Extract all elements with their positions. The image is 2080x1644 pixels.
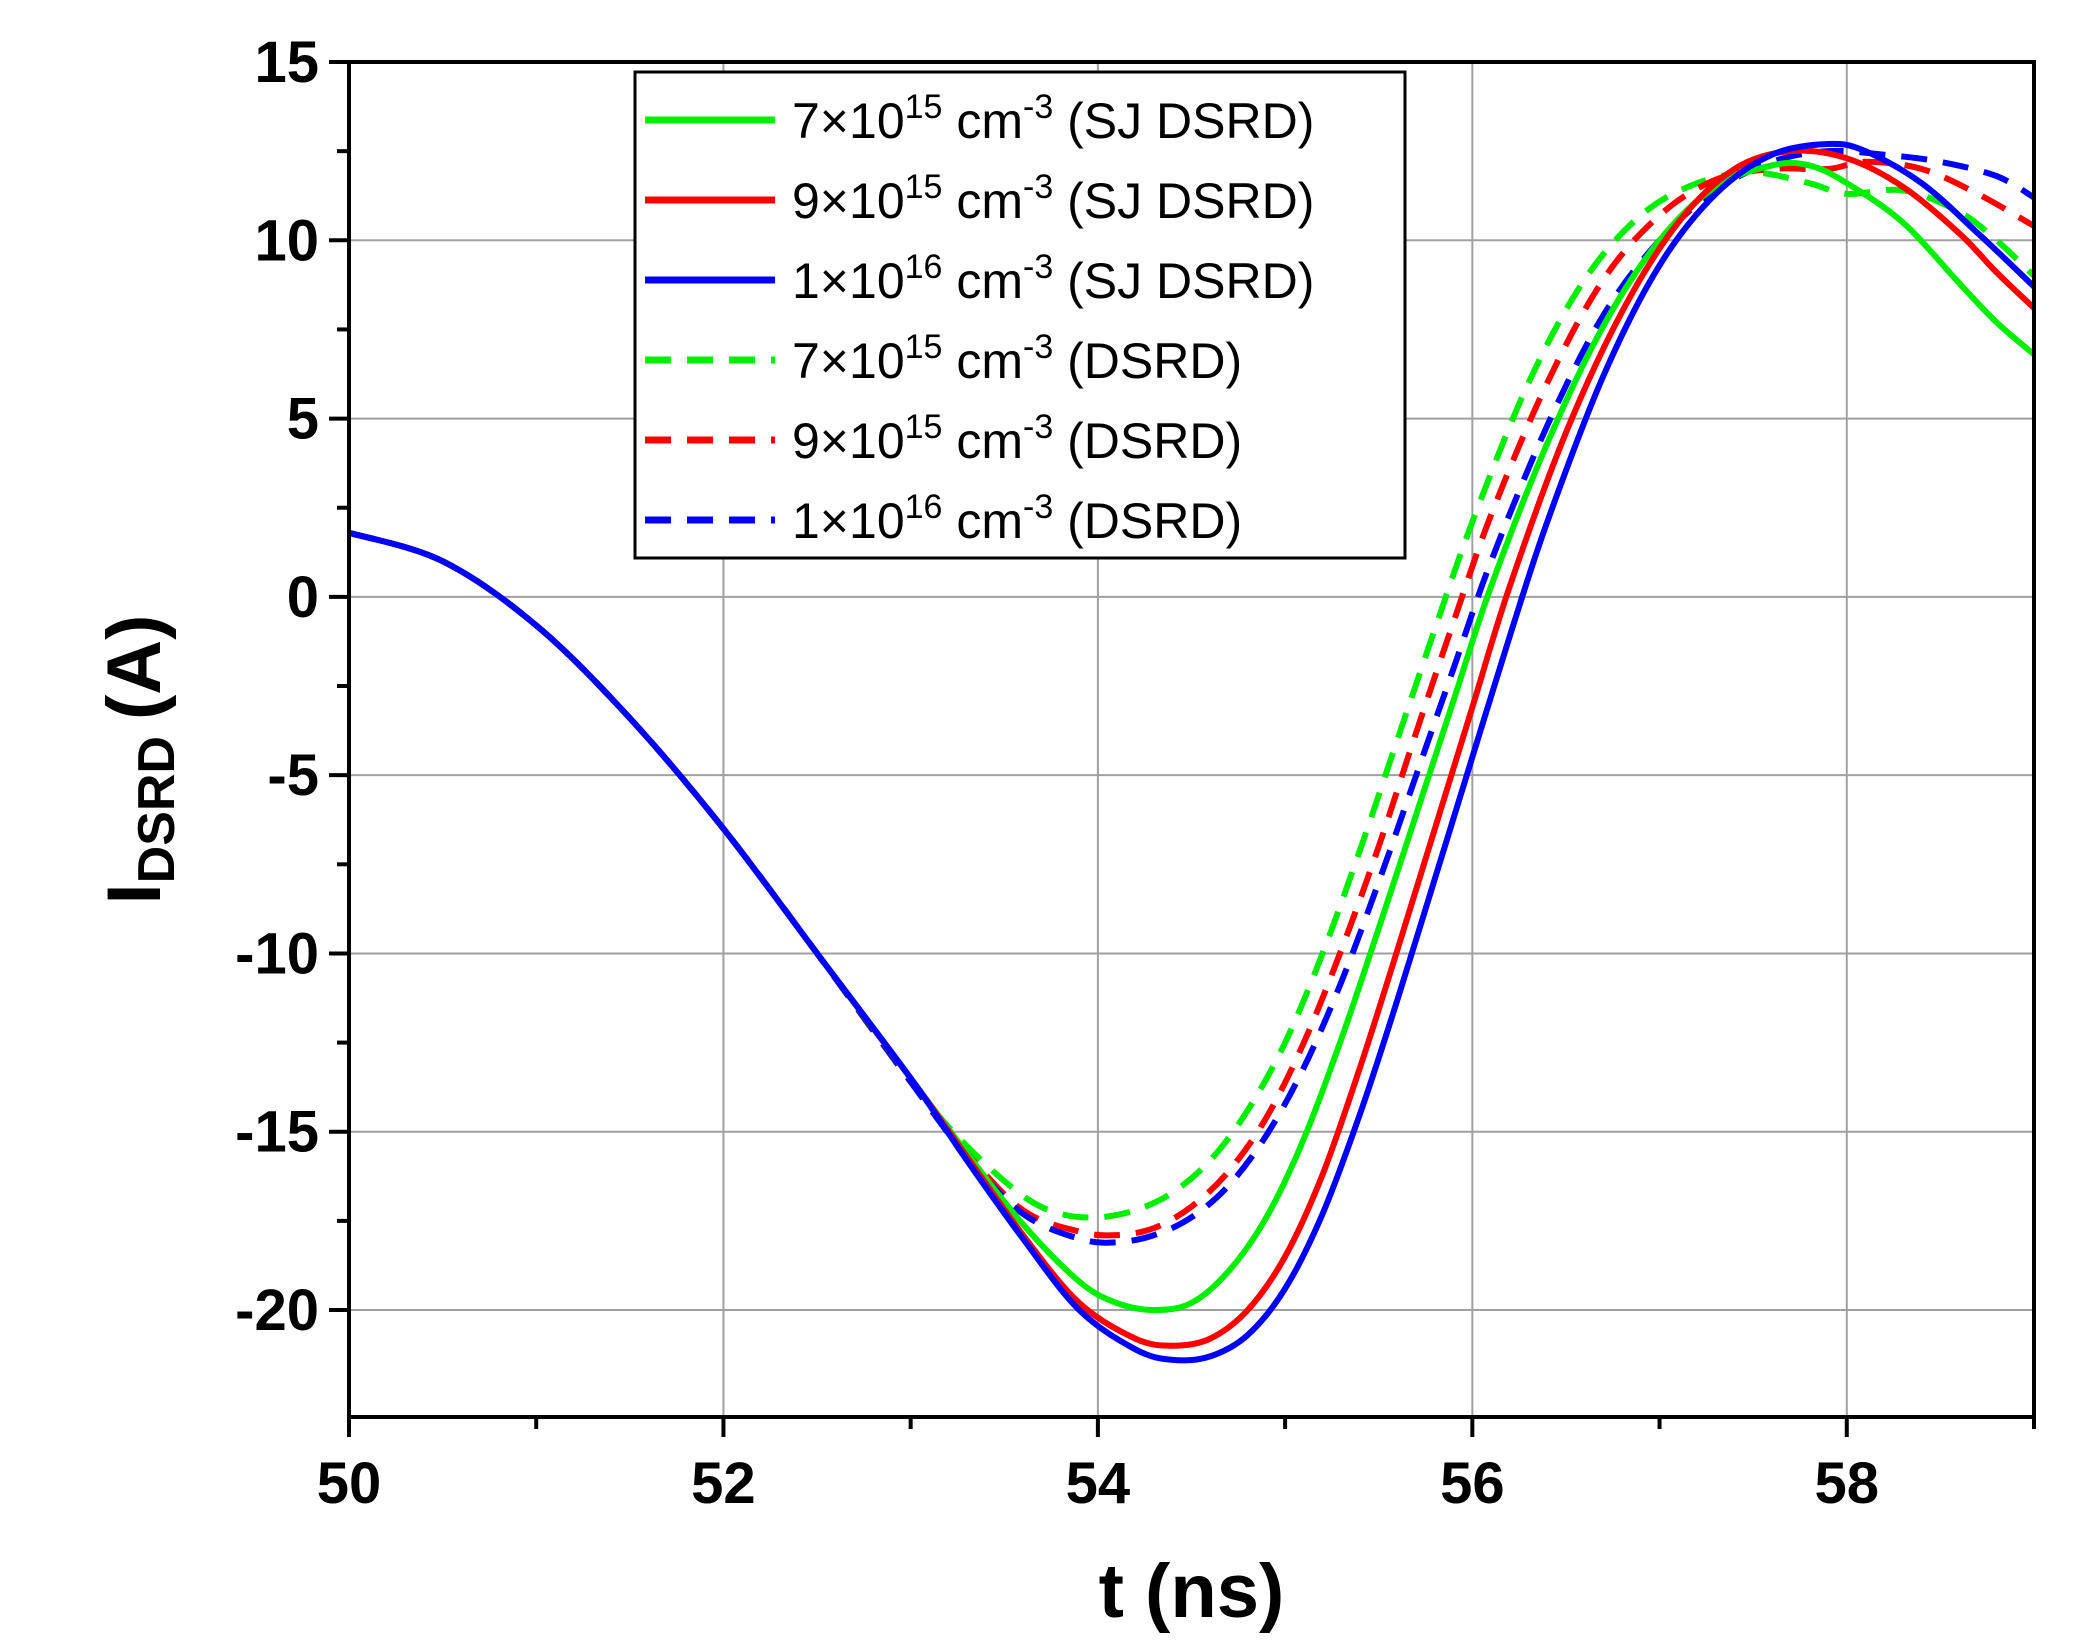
y-axis-title: IDSRD (A) bbox=[92, 615, 186, 905]
legend-label-2: 9×1015 cm-3 (SJ DSRD) bbox=[792, 168, 1314, 229]
x-tick-label: 54 bbox=[1066, 1451, 1131, 1516]
legend-label-3: 1×1016 cm-3 (SJ DSRD) bbox=[792, 248, 1314, 309]
y-tick-label: -15 bbox=[235, 1100, 319, 1165]
x-tick-label: 50 bbox=[317, 1451, 382, 1516]
y-axis-title-sub: DSRD bbox=[128, 736, 186, 883]
legend-label-6: 1×1016 cm-3 (DSRD) bbox=[792, 488, 1242, 549]
y-tick-label: 15 bbox=[254, 30, 319, 95]
y-tick-label: -20 bbox=[235, 1278, 319, 1343]
series-layer bbox=[349, 140, 2034, 1364]
y-axis-title-unit: (A) bbox=[92, 615, 177, 721]
svg-text:IDSRD(A): IDSRD (A) bbox=[92, 615, 186, 905]
legend-label-4: 7×1015 cm-3 (DSRD) bbox=[792, 328, 1242, 389]
x-tick-label: 58 bbox=[1815, 1451, 1880, 1516]
x-tick-label: 56 bbox=[1440, 1451, 1505, 1516]
axis-ticks bbox=[329, 60, 2036, 1437]
y-axis-title-main: I bbox=[92, 883, 177, 904]
plot-frame bbox=[347, 60, 2036, 1419]
y-tick-label: 10 bbox=[254, 208, 319, 273]
legend: 7×1015 cm-3 (SJ DSRD) 9×1015 cm-3 (SJ DSR… bbox=[633, 70, 1407, 560]
y-tick-label: -10 bbox=[235, 921, 319, 986]
legend-box bbox=[633, 70, 1407, 560]
y-tick-label: 0 bbox=[287, 565, 319, 630]
grid-lines bbox=[349, 62, 2034, 1417]
legend-label-1: 7×1015 cm-3 (SJ DSRD) bbox=[792, 88, 1314, 149]
x-tick-label: 52 bbox=[691, 1451, 756, 1516]
x-axis-title: t (ns) bbox=[1099, 1549, 1285, 1634]
legend-label-5: 9×1015 cm-3 (DSRD) bbox=[792, 408, 1242, 469]
series-line-3 bbox=[349, 140, 2034, 1364]
y-tick-label: -5 bbox=[267, 743, 319, 808]
y-tick-label: 5 bbox=[287, 387, 319, 452]
